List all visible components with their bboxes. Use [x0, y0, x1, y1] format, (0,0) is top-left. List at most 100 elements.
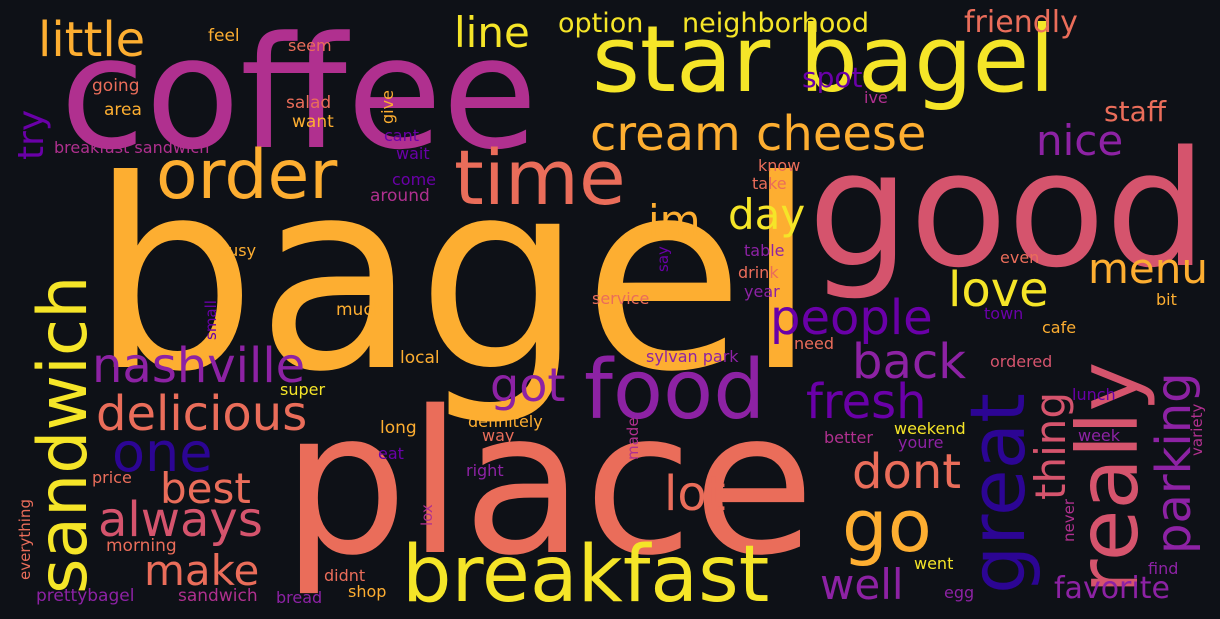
word: breakfast	[402, 530, 770, 619]
word: egg	[944, 583, 975, 602]
word: find	[1148, 559, 1179, 578]
word: back	[852, 334, 967, 390]
word: food	[584, 343, 766, 438]
word: one	[112, 421, 213, 484]
word: salad	[286, 93, 332, 113]
word: shop	[348, 582, 387, 601]
word: bagel	[90, 124, 818, 429]
word: time	[454, 133, 626, 222]
word: town	[984, 304, 1024, 323]
word: cream cheese	[590, 106, 927, 162]
word: bit	[1156, 290, 1177, 309]
word: bread	[276, 588, 323, 607]
word: ordered	[990, 352, 1053, 371]
word: delicious	[96, 386, 308, 442]
word: local	[400, 348, 440, 368]
word: order	[156, 136, 338, 215]
word: friendly	[964, 5, 1078, 40]
word: going	[92, 76, 140, 96]
word: say	[654, 246, 672, 272]
word: want	[292, 112, 334, 132]
word: much	[336, 300, 384, 320]
word: know	[758, 156, 801, 175]
word: went	[914, 554, 954, 573]
word: way	[482, 426, 515, 445]
word: sandwich	[24, 275, 103, 594]
word: right	[466, 461, 504, 480]
word: long	[380, 418, 417, 438]
word: wait	[396, 144, 430, 163]
word: super	[280, 380, 326, 399]
word: lox	[418, 504, 436, 526]
word: fresh	[806, 374, 927, 430]
word: dont	[852, 444, 962, 500]
word: area	[104, 100, 142, 120]
word: go	[842, 484, 932, 568]
word: star bagel	[592, 6, 1055, 113]
word: people	[770, 290, 933, 346]
word: give	[378, 90, 397, 124]
word: little	[38, 12, 146, 68]
word: better	[824, 428, 873, 447]
word: well	[820, 560, 904, 609]
word: best	[160, 464, 251, 513]
word: service	[592, 289, 650, 308]
word: sylvan park	[646, 347, 739, 366]
word: definitely	[468, 412, 543, 431]
word: come	[392, 170, 437, 189]
word: line	[454, 8, 530, 57]
word: love	[948, 262, 1049, 318]
word: drink	[738, 263, 779, 282]
word: need	[794, 334, 834, 353]
word: option	[558, 8, 644, 39]
word: feel	[208, 26, 240, 46]
word: good	[808, 116, 1207, 303]
word: seem	[288, 36, 332, 55]
word: menu	[1088, 244, 1208, 293]
word: favorite	[1054, 571, 1170, 606]
word: neighborhood	[682, 8, 870, 39]
word: staff	[1104, 95, 1167, 128]
word: nice	[1036, 116, 1124, 165]
word: variety	[1188, 403, 1206, 456]
word: busy	[218, 241, 257, 260]
word: breakfast sandwich	[54, 138, 210, 157]
word: place	[282, 368, 815, 599]
word: cant	[384, 126, 420, 145]
word: around	[370, 186, 430, 206]
word: always	[98, 492, 263, 548]
word: even	[1000, 248, 1040, 267]
word: small	[202, 300, 220, 340]
word: ive	[864, 88, 888, 107]
word: coffee	[60, 3, 538, 184]
word: day	[728, 190, 806, 239]
word: got	[490, 358, 566, 412]
word: lot	[664, 466, 726, 522]
word: weekend	[894, 419, 966, 438]
word: cafe	[1042, 318, 1077, 337]
word: week	[1078, 426, 1121, 445]
word: didnt	[324, 566, 366, 585]
word: lunch	[1072, 385, 1116, 404]
word: year	[744, 282, 780, 301]
word: try	[11, 109, 52, 160]
word: price	[92, 468, 132, 487]
word: nashville	[92, 338, 306, 394]
word: great	[953, 393, 1042, 594]
word: thing	[1026, 391, 1075, 500]
word: eat	[378, 444, 404, 463]
word: make	[144, 546, 260, 595]
word: sandwich	[178, 586, 258, 606]
word: prettybagel	[36, 586, 135, 606]
word: parking	[1146, 372, 1202, 554]
word: made	[624, 417, 642, 460]
word: spot	[802, 61, 863, 94]
word: table	[744, 241, 785, 260]
word: everything	[16, 499, 34, 580]
word: never	[1060, 498, 1078, 542]
word: im	[648, 196, 701, 245]
word: take	[752, 174, 787, 193]
word: morning	[106, 536, 177, 556]
word: youre	[898, 433, 944, 452]
